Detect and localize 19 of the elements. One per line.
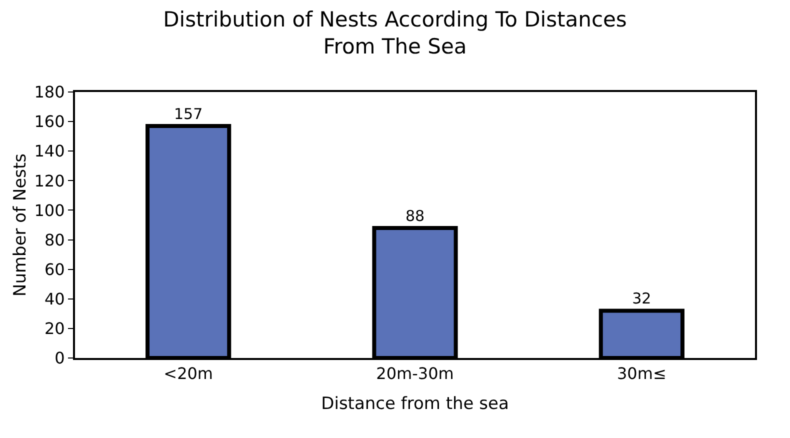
x-tick-label: 20m-30m (376, 364, 454, 384)
y-tick-label: 0 (54, 348, 65, 368)
y-tick-label: 140 (34, 142, 65, 161)
y-tick-label: 40 (44, 289, 65, 308)
y-tick-label: 160 (34, 112, 65, 132)
data-label: 88 (405, 206, 425, 225)
x-tick-label: 30m≤ (616, 364, 666, 384)
y-tick-label: 100 (34, 200, 65, 220)
chart-title: Distribution of Nests According To Distances From The Sea (163, 7, 627, 59)
y-tick-label: 60 (44, 260, 65, 279)
y-tick-label: 180 (34, 82, 65, 102)
data-label: 32 (632, 290, 652, 308)
y-tick-label: 80 (44, 230, 65, 250)
y-tick-label: 20 (44, 319, 65, 338)
data-label: 157 (174, 104, 203, 123)
y-axis-title: Number of Nests (10, 153, 30, 297)
x-tick-label: <20m (164, 364, 214, 384)
y-tick-label: 120 (34, 171, 65, 190)
x-axis-title: Distance from the sea (321, 394, 509, 414)
